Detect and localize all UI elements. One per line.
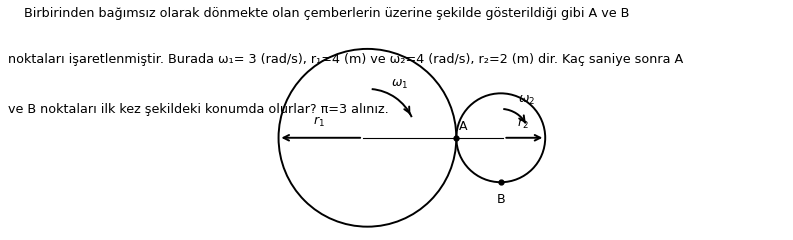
Text: ve B noktaları ilk kez şekildeki konumda olurlar? π=3 alınız.: ve B noktaları ilk kez şekildeki konumda… <box>8 103 389 116</box>
Text: A: A <box>459 120 468 133</box>
Text: B: B <box>496 193 505 206</box>
Text: noktaları işaretlenmiştir. Burada ω₁= 3 (rad/s), r₁=4 (m) ve ω₂=4 (rad/s), r₂=2 : noktaları işaretlenmiştir. Burada ω₁= 3 … <box>8 53 684 66</box>
Text: $r_1$: $r_1$ <box>312 115 324 129</box>
Text: $\omega_2$: $\omega_2$ <box>518 94 535 108</box>
Text: Birbirinden bağımsız olarak dönmekte olan çemberlerin üzerine şekilde gösterildi: Birbirinden bağımsız olarak dönmekte ola… <box>8 7 630 20</box>
Text: $r_2$: $r_2$ <box>517 117 529 131</box>
Text: $\omega_1$: $\omega_1$ <box>391 78 408 91</box>
